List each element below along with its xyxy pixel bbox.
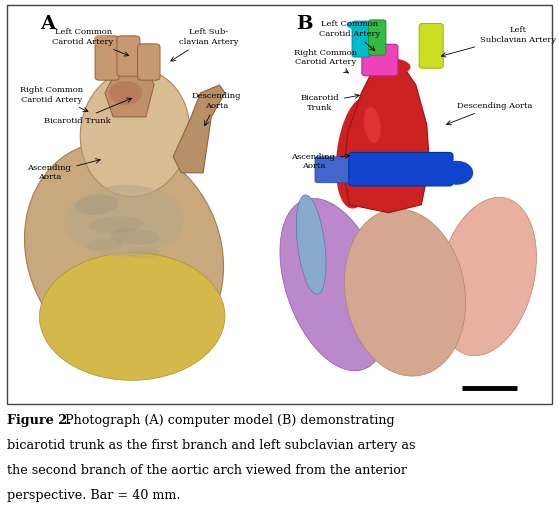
Ellipse shape [362, 59, 397, 75]
Ellipse shape [80, 69, 190, 197]
Polygon shape [105, 61, 154, 117]
Ellipse shape [89, 216, 143, 233]
Ellipse shape [437, 197, 537, 356]
Polygon shape [173, 85, 225, 173]
Ellipse shape [86, 238, 124, 251]
FancyBboxPatch shape [315, 157, 359, 183]
Text: Right Common
Carotid Artery: Right Common Carotid Artery [294, 49, 357, 73]
Text: the second branch of the aortic arch viewed from the anterior: the second branch of the aortic arch vie… [7, 464, 407, 477]
Ellipse shape [344, 209, 466, 376]
Ellipse shape [296, 195, 326, 295]
Text: Right Common
Carotid Artery: Right Common Carotid Artery [20, 87, 88, 112]
FancyBboxPatch shape [352, 21, 369, 57]
FancyBboxPatch shape [95, 36, 119, 80]
Text: perspective. Bar = 40 mm.: perspective. Bar = 40 mm. [7, 489, 180, 502]
Text: Ascending
Aorta: Ascending Aorta [291, 153, 349, 170]
Text: Figure 2.: Figure 2. [7, 414, 71, 427]
Ellipse shape [94, 35, 109, 43]
FancyBboxPatch shape [368, 20, 386, 55]
Text: Photograph (A) computer model (B) demonstrating: Photograph (A) computer model (B) demons… [57, 414, 395, 427]
Text: Bicarotid
Trunk: Bicarotid Trunk [300, 94, 359, 112]
FancyBboxPatch shape [117, 36, 140, 76]
Text: B: B [296, 15, 312, 33]
Ellipse shape [336, 97, 381, 209]
Polygon shape [344, 61, 429, 213]
Text: Ascending
Aorta: Ascending Aorta [27, 159, 100, 181]
Text: Left Common
Carotid Artery: Left Common Carotid Artery [319, 21, 380, 50]
Text: Left Common
Carotid Artery: Left Common Carotid Artery [53, 28, 129, 56]
Text: bicarotid trunk as the first branch and left subclavian artery as: bicarotid trunk as the first branch and … [7, 439, 415, 452]
Text: Descending
Aorta: Descending Aorta [192, 92, 241, 126]
Ellipse shape [127, 247, 159, 259]
Ellipse shape [40, 252, 225, 381]
Ellipse shape [111, 229, 159, 245]
Ellipse shape [440, 161, 473, 185]
FancyBboxPatch shape [349, 152, 453, 186]
Ellipse shape [64, 185, 184, 256]
Ellipse shape [364, 107, 381, 143]
Ellipse shape [367, 58, 410, 76]
Text: Descending Aorta: Descending Aorta [447, 102, 532, 125]
FancyBboxPatch shape [362, 44, 398, 76]
Text: Bicarotid Trunk: Bicarotid Trunk [44, 98, 131, 125]
Ellipse shape [25, 142, 224, 364]
FancyBboxPatch shape [138, 44, 160, 80]
Ellipse shape [347, 22, 358, 29]
Text: Left
Subclavian Artery: Left Subclavian Artery [441, 26, 556, 57]
Text: A: A [40, 15, 55, 33]
Ellipse shape [75, 195, 119, 215]
FancyBboxPatch shape [419, 24, 443, 68]
FancyBboxPatch shape [7, 5, 552, 404]
Ellipse shape [280, 198, 388, 371]
Ellipse shape [109, 81, 142, 105]
Text: Left Sub-
clavian Artery: Left Sub- clavian Artery [171, 28, 238, 61]
